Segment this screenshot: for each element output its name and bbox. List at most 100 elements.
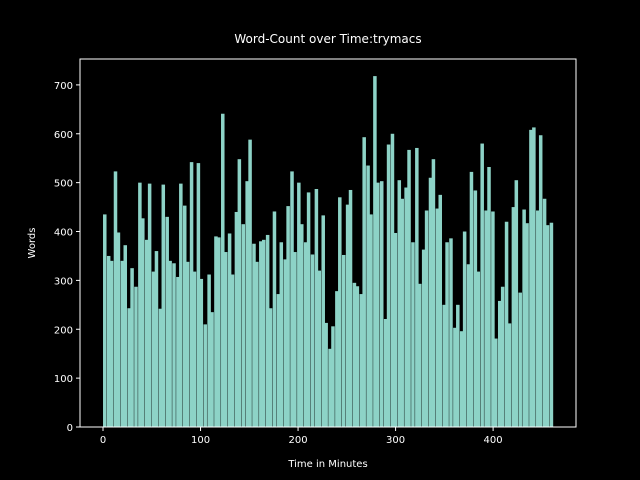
bar xyxy=(168,260,172,427)
bar xyxy=(341,254,346,427)
bar xyxy=(261,239,266,427)
y-tick-label: 200 xyxy=(54,325,73,336)
bar xyxy=(214,236,218,427)
bar xyxy=(189,162,194,427)
bar xyxy=(306,192,311,427)
x-tick-label: 0 xyxy=(100,435,106,446)
bar xyxy=(123,245,128,427)
bar xyxy=(487,167,491,427)
bar xyxy=(549,222,554,427)
bar xyxy=(154,251,159,427)
bar xyxy=(221,113,225,428)
bar xyxy=(113,171,118,427)
bar xyxy=(525,223,529,427)
bar xyxy=(404,187,408,427)
bar xyxy=(411,242,415,427)
bar xyxy=(390,133,395,428)
bar xyxy=(473,190,478,427)
bar xyxy=(383,318,388,427)
bar xyxy=(230,274,235,427)
bar xyxy=(379,181,384,427)
bar xyxy=(199,278,204,427)
bar xyxy=(203,324,207,427)
y-tick-label: 400 xyxy=(54,228,73,239)
bar xyxy=(418,283,422,427)
bar xyxy=(248,139,252,427)
bar xyxy=(297,182,301,427)
bar xyxy=(538,135,543,427)
y-tick-label: 600 xyxy=(54,130,73,141)
bar xyxy=(438,194,443,427)
bar xyxy=(497,300,502,427)
chart-title: Word-Count over Time:trymacs xyxy=(234,32,421,46)
bar xyxy=(192,271,197,427)
bar xyxy=(116,232,121,427)
bar xyxy=(234,211,239,427)
bar xyxy=(227,233,232,427)
bar xyxy=(491,211,495,427)
bar xyxy=(144,239,149,427)
bar xyxy=(255,261,259,427)
x-tick-label: 100 xyxy=(191,435,210,446)
y-tick-label: 0 xyxy=(67,423,73,434)
bar xyxy=(130,268,134,427)
bar xyxy=(331,326,335,427)
bar xyxy=(134,286,138,427)
bar xyxy=(462,231,467,427)
bar xyxy=(207,274,211,427)
bar xyxy=(245,181,249,427)
bar xyxy=(480,143,484,427)
x-tick-label: 200 xyxy=(289,435,308,446)
bar xyxy=(335,291,339,427)
bar xyxy=(355,286,360,427)
bar xyxy=(352,282,357,427)
bar xyxy=(518,292,522,427)
bar xyxy=(286,206,290,427)
bar xyxy=(386,144,391,427)
y-tick-label: 100 xyxy=(54,374,73,385)
bar xyxy=(314,188,319,427)
bar xyxy=(400,198,404,427)
bar xyxy=(158,308,163,427)
bar xyxy=(514,180,519,427)
bar xyxy=(542,198,547,427)
bar xyxy=(237,159,242,428)
bar xyxy=(466,264,471,427)
bar xyxy=(290,171,294,427)
plot-frame xyxy=(79,58,577,428)
bar xyxy=(453,327,457,427)
bar xyxy=(151,271,156,427)
bar xyxy=(179,183,183,427)
bar xyxy=(172,263,176,427)
bar xyxy=(507,323,512,427)
bar xyxy=(176,276,180,427)
bar xyxy=(310,254,315,427)
bar xyxy=(431,159,436,428)
bar xyxy=(196,163,201,427)
bar xyxy=(511,207,516,427)
y-axis-label: Words xyxy=(27,228,38,259)
bar xyxy=(109,260,114,427)
bar xyxy=(359,294,364,427)
bar xyxy=(484,210,488,427)
bar xyxy=(272,211,277,427)
bar xyxy=(424,210,429,427)
bar xyxy=(268,308,273,427)
bar xyxy=(223,252,228,427)
bar xyxy=(504,221,509,427)
bar xyxy=(165,216,169,427)
y-tick-label: 500 xyxy=(54,179,73,190)
bar xyxy=(459,331,464,427)
bar xyxy=(265,234,270,427)
bar xyxy=(428,177,433,427)
bar xyxy=(522,209,526,427)
bar xyxy=(393,232,398,427)
bar xyxy=(366,165,370,427)
bar xyxy=(376,182,380,427)
bar xyxy=(338,197,342,427)
bar xyxy=(185,261,190,427)
x-axis-label: Time in Minutes xyxy=(287,459,367,470)
bar xyxy=(259,241,263,427)
